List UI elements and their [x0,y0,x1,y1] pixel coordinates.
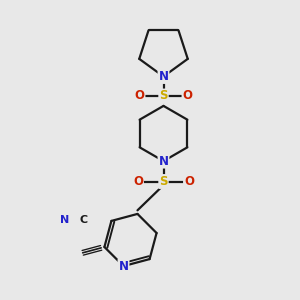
Text: O: O [184,175,194,188]
Text: N: N [158,70,169,83]
Text: S: S [159,89,168,103]
Text: N: N [60,214,69,225]
Text: N: N [158,154,169,168]
Text: C: C [79,214,88,225]
Text: S: S [159,175,168,188]
Text: N: N [118,260,128,273]
Text: O: O [133,175,143,188]
Text: O: O [134,89,145,103]
Text: O: O [182,89,193,103]
